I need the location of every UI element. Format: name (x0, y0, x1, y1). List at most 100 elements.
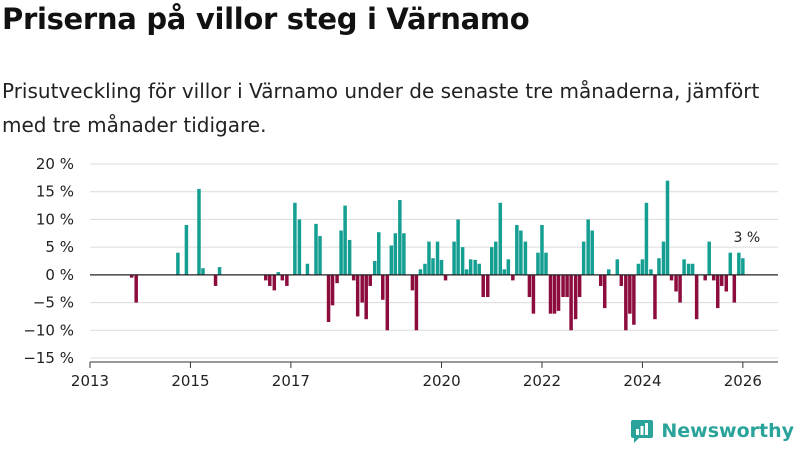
chart-title: Priserna på villor steg i Värnamo (2, 2, 530, 36)
bar (669, 274, 674, 281)
bar (443, 274, 448, 281)
bar (602, 274, 607, 309)
x-tick-label: 2015 (171, 372, 209, 390)
bar (197, 188, 201, 275)
bar (724, 274, 729, 292)
bar (213, 274, 218, 286)
bar (649, 269, 653, 275)
y-tick-label: 10 % (36, 210, 74, 228)
bar (506, 259, 511, 275)
bar (741, 258, 745, 275)
bar (519, 230, 523, 275)
bar (678, 274, 682, 303)
bar (544, 252, 548, 275)
bar (460, 247, 465, 275)
newsworthy-logo-icon (631, 420, 654, 443)
bar (653, 274, 657, 320)
bar (573, 274, 578, 320)
bar (565, 274, 569, 298)
bar (531, 274, 536, 314)
bar (556, 274, 561, 311)
bar (640, 259, 645, 275)
bar (682, 259, 686, 275)
bar (360, 274, 364, 303)
bar (347, 239, 352, 275)
bar (527, 274, 532, 298)
bar (272, 274, 277, 291)
bar (431, 258, 435, 275)
bar (494, 241, 498, 275)
bar (314, 223, 318, 275)
bar (276, 272, 281, 275)
bar (511, 274, 515, 281)
bar (176, 252, 180, 275)
bar (473, 259, 477, 275)
bar (217, 267, 222, 275)
bar (732, 274, 737, 303)
bar (502, 269, 507, 275)
bar (268, 274, 272, 286)
bar (674, 274, 678, 292)
bar (435, 241, 440, 275)
bar (264, 274, 268, 281)
latest-value-annotation: 3 % (734, 230, 761, 246)
bar (552, 274, 557, 314)
bar (280, 274, 285, 281)
bar (711, 274, 716, 281)
bar (624, 274, 628, 331)
bar (410, 274, 415, 291)
x-axis: 2013 2015 2017 2020 2022 2024 2026 (71, 362, 762, 390)
bar (402, 233, 406, 275)
chart-subtitle: Prisutveckling för villor i Värnamo unde… (2, 79, 760, 137)
bar (335, 274, 339, 284)
bar (423, 263, 427, 275)
bar (184, 224, 189, 275)
bar (330, 274, 335, 306)
bar (477, 263, 481, 275)
brand-name: Newsworthy (661, 420, 794, 442)
bar (498, 202, 503, 275)
bar (581, 241, 586, 275)
bar (389, 245, 394, 275)
x-tick-label: 2022 (523, 372, 561, 390)
bar (418, 269, 423, 275)
bar (661, 241, 666, 275)
bar (590, 230, 594, 275)
y-axis: −15 % −10 % −5 % 0 % 5 % 10 % 15 % 20 % (23, 155, 74, 367)
bar (372, 261, 377, 275)
bar (536, 252, 540, 275)
bar (728, 252, 733, 275)
bar (456, 219, 460, 275)
x-tick-label: 2024 (623, 372, 661, 390)
bar (707, 241, 711, 275)
bar (615, 259, 620, 275)
bar (285, 274, 289, 286)
bar (720, 274, 724, 286)
y-tick-label: −5 % (33, 294, 74, 312)
bar (686, 263, 691, 275)
bar (297, 219, 302, 275)
bar (485, 274, 490, 298)
bar (632, 274, 636, 325)
bar (201, 268, 205, 275)
bar (439, 259, 444, 275)
bar (385, 274, 390, 331)
bar (690, 263, 695, 275)
bars (129, 180, 745, 331)
bar (293, 202, 297, 275)
bar (464, 269, 469, 275)
bar (657, 258, 661, 275)
bar (343, 205, 347, 275)
bar (515, 224, 519, 275)
bar (548, 274, 553, 314)
bar (368, 274, 372, 286)
y-tick-label: 0 % (45, 266, 74, 284)
y-tick-label: 5 % (45, 238, 74, 256)
bar (715, 274, 720, 309)
bar (694, 274, 699, 320)
bar (393, 233, 398, 275)
x-tick-label: 2013 (71, 372, 109, 390)
bar (561, 274, 565, 298)
bar (468, 259, 473, 275)
bar (665, 180, 670, 275)
